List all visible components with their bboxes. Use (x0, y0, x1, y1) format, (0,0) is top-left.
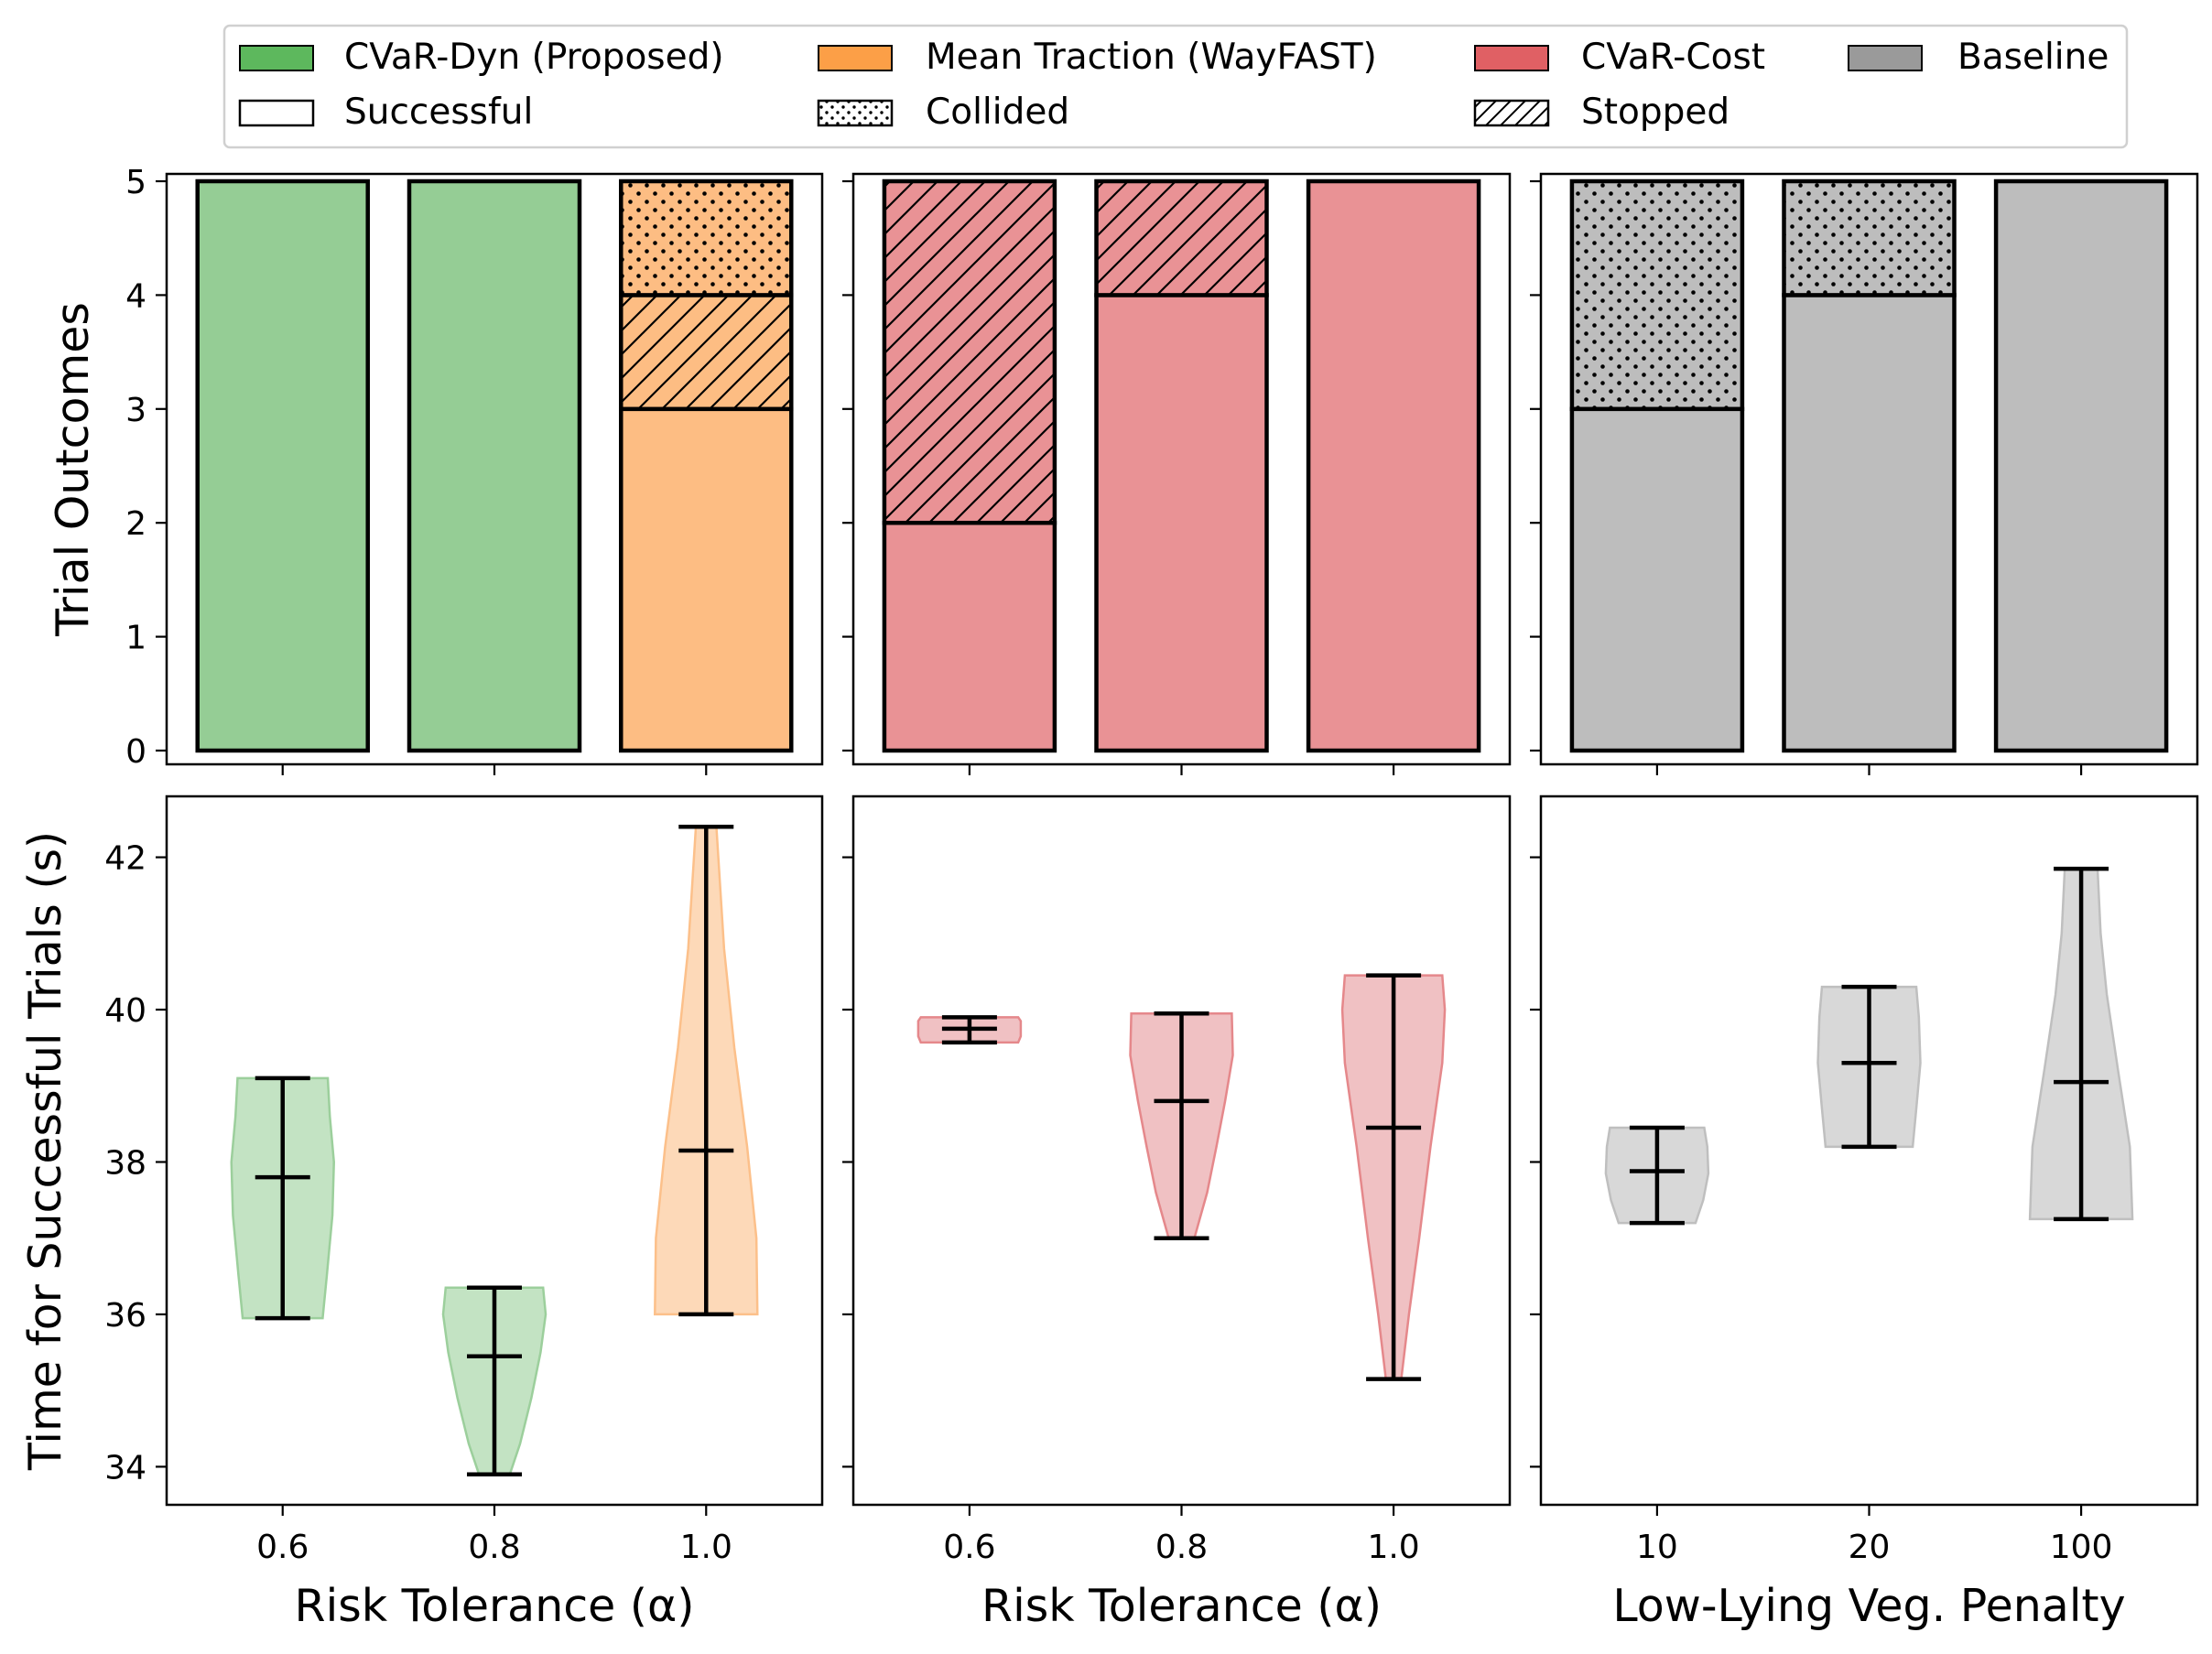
bar-outline-successful (1993, 178, 2169, 753)
y-tick-label: 36 (104, 1297, 146, 1335)
bar-outline-stopped (882, 178, 1057, 525)
legend-label-stopped: Stopped (1581, 92, 1729, 133)
y-tick-label: 40 (104, 992, 146, 1030)
x-tick-label: 0.6 (943, 1529, 995, 1566)
x-tick-label: 1.0 (680, 1529, 732, 1566)
x-axis-label: Risk Tolerance (α) (981, 1580, 1382, 1632)
bar-segment-successful (1308, 181, 1480, 751)
y-tick-label: 4 (125, 277, 146, 315)
y-tick-label: 0 (125, 733, 146, 771)
y-tick-label: 5 (125, 164, 146, 201)
bar-segment-successful (197, 181, 368, 751)
x-tick-label: 0.8 (468, 1529, 520, 1566)
legend-frame (222, 24, 2129, 149)
x-tick-label: 1.0 (1367, 1529, 1419, 1566)
bar-outline-successful (407, 178, 582, 753)
legend-label-baseline: Baseline (1957, 37, 2109, 78)
panel-bottom-left: 0.6 0.8 1.0 34 36 38 40 42 Risk Tolerance (α) Tim… (19, 795, 824, 1632)
legend-swatch-gray (1848, 45, 1923, 71)
bar-pattern-collided (621, 181, 792, 296)
legend-swatch-green (239, 45, 314, 71)
panel-top-left: 0 1 2 3 4 5 Trial Outcomes (47, 164, 824, 775)
x-tick-label: 100 (2050, 1529, 2113, 1566)
panel-bottom-right: 10 20 100 Low-Lying Veg. Penalty (1530, 795, 2199, 1632)
bar-outline-stopped (1094, 178, 1269, 297)
legend-label-successful: Successful (344, 92, 533, 133)
legend-swatch-collided (817, 99, 894, 127)
legend-swatch-orange (818, 45, 893, 71)
y-axis-label: Trial Outcomes (47, 302, 99, 637)
panel-bottom-middle: 0.6 0.8 1.0 Risk Tolerance (α) (842, 795, 1512, 1632)
panel-top-right (1530, 172, 2199, 775)
panel-top-middle (842, 172, 1512, 775)
bar-segment-successful (1571, 408, 1742, 751)
y-tick-label: 38 (104, 1144, 146, 1182)
bar-outline-collided (1782, 178, 1957, 297)
bar-pattern-stopped (884, 181, 1055, 524)
legend-swatch-red (1474, 45, 1549, 71)
y-axis-label: Time for Successful Trials (s) (19, 831, 71, 1471)
bar-outline-successful (1306, 178, 1481, 753)
bar-pattern-stopped (621, 295, 792, 409)
bar-pattern-stopped (1096, 181, 1267, 296)
bar-pattern-collided (1571, 181, 1742, 409)
x-tick-label: 10 (1636, 1529, 1678, 1566)
bar-outline-collided (1569, 178, 1745, 412)
legend-swatch-stopped (1473, 99, 1550, 127)
x-tick-label: 0.8 (1155, 1529, 1208, 1566)
x-tick-label: 20 (1849, 1529, 1891, 1566)
legend: CVaR-Dyn (Proposed) Mean Traction (WayFA… (222, 24, 2129, 149)
x-tick-label: 0.6 (256, 1529, 309, 1566)
bar-segment-successful (884, 523, 1055, 751)
bar-segment-successful (621, 408, 792, 751)
x-axis-label: Low-Lying Veg. Penalty (1612, 1580, 2125, 1632)
y-tick-label: 34 (104, 1449, 146, 1486)
legend-swatch-successful (238, 99, 315, 127)
bar-segment-successful (1096, 295, 1267, 751)
legend-label-cvar-dyn: CVaR-Dyn (Proposed) (344, 37, 724, 78)
legend-label-cvar-cost: CVaR-Cost (1581, 37, 1765, 78)
legend-label-mean-traction: Mean Traction (WayFAST) (926, 37, 1377, 78)
bar-outline-collided (619, 178, 794, 297)
legend-label-collided: Collided (926, 92, 1069, 133)
y-tick-label: 42 (104, 840, 146, 878)
y-tick-label: 2 (125, 505, 146, 543)
x-axis-label: Risk Tolerance (α) (295, 1580, 695, 1632)
bar-segment-successful (1784, 295, 1955, 751)
y-tick-label: 1 (125, 620, 146, 657)
bar-outline-successful (195, 178, 370, 753)
bar-segment-successful (409, 181, 580, 751)
bar-segment-successful (1996, 181, 2167, 751)
bar-pattern-collided (1784, 181, 1955, 296)
y-tick-label: 3 (125, 392, 146, 429)
